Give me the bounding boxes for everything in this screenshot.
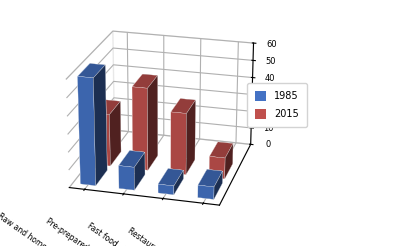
Legend: 1985, 2015: 1985, 2015: [247, 83, 307, 127]
